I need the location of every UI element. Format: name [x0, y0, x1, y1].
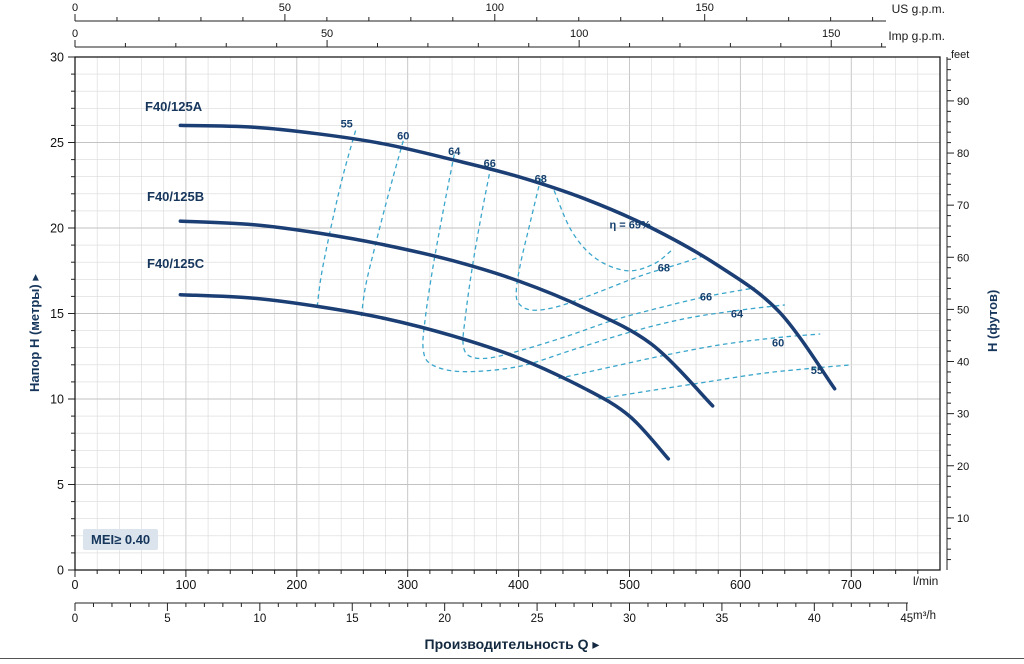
tick-label: 35: [716, 613, 729, 625]
tick-label: 45: [900, 613, 913, 625]
tick-label: 200: [286, 578, 307, 592]
tick-label: 15: [50, 307, 64, 321]
tick-label: 20: [50, 222, 64, 236]
x-axis-title: Производительность Q ▸: [424, 636, 600, 652]
pump-curve-f40-125c: [178, 292, 671, 461]
tick-label: 25: [531, 613, 544, 625]
efficiency-label: 68: [535, 173, 547, 185]
pump-curve-f40-125a: [178, 123, 837, 391]
efficiency-curve-60-right: [558, 333, 821, 380]
plot-border: [74, 56, 941, 571]
tick-label: 30: [957, 409, 969, 421]
grid-layer: [75, 57, 940, 570]
tick-label: 90: [957, 96, 969, 108]
efficiency-label: η = 69%: [610, 220, 651, 232]
tick-label: 600: [730, 578, 751, 592]
tick-label: 15: [346, 613, 359, 625]
y-axis-right-title: H (футов): [985, 289, 1000, 352]
efficiency-curve-55-left: [316, 130, 357, 311]
tick-label: 10: [253, 613, 266, 625]
tick-label: 70: [957, 200, 969, 212]
tick-label: 150: [822, 28, 840, 40]
efficiency-label: 55: [341, 119, 353, 131]
tick-label: 50: [957, 304, 969, 316]
efficiency-curves-layer: [316, 130, 852, 400]
lmin-unit-label: l/min: [913, 574, 939, 588]
tick-label: 20: [957, 461, 969, 473]
tick-label: 700: [841, 578, 862, 592]
efficiency-curve-68-full: [515, 178, 706, 311]
tick-label: 40: [957, 357, 969, 369]
efficiency-label: 66: [484, 158, 496, 170]
efficiency-curve-69-loop: [553, 190, 673, 272]
tick-label: 40: [808, 613, 821, 625]
bottom-border: [0, 658, 1024, 659]
feet-unit-label: feet: [951, 49, 970, 61]
pump-curves-layer: [178, 123, 837, 461]
mei-badge: MEI≥ 0.40: [83, 529, 159, 550]
tick-label: 10: [50, 393, 64, 407]
tick-label: 100: [570, 28, 588, 40]
efficiency-label: 60: [397, 131, 409, 143]
tick-label: 25: [50, 136, 64, 150]
tick-label: 10: [957, 513, 969, 525]
tick-label: 100: [175, 578, 196, 592]
curve-label-f40-125a: F40/125A: [145, 99, 203, 114]
tick-label: 30: [50, 51, 64, 65]
m3h-unit-label: m³/h: [913, 610, 936, 622]
pump-curve-f40-125b: [178, 219, 715, 408]
efficiency-label: 68: [658, 262, 670, 274]
tick-label: 50: [321, 28, 333, 40]
tick-label: 50: [279, 2, 291, 14]
imp-gpm-unit-label: Imp g.p.m.: [888, 29, 945, 43]
curve-label-f40-125c: F40/125C: [147, 256, 205, 271]
tick-label: 0: [72, 578, 79, 592]
tick-label: 0: [72, 2, 78, 14]
tick-label: 150: [696, 2, 714, 14]
efficiency-label: 64: [448, 146, 461, 158]
tick-label: 60: [957, 252, 969, 264]
tick-label: 500: [619, 578, 640, 592]
tick-label: 5: [164, 613, 170, 625]
tick-label: 100: [486, 2, 504, 14]
efficiency-curve-66-full: [462, 166, 755, 360]
curve-label-f40-125b: F40/125B: [147, 189, 205, 204]
efficiency-label: 64: [731, 309, 744, 321]
y-axis-left-title: Напор H (метры) ▸: [27, 274, 42, 392]
tick-label: 0: [57, 564, 64, 578]
tick-label: 20: [438, 613, 451, 625]
efficiency-label: 55: [811, 365, 823, 377]
us-gpm-unit-label: US g.p.m.: [891, 2, 945, 16]
efficiency-label: 66: [700, 291, 712, 303]
efficiency-labels-layer: 55 60 64 66 68 η = 69% 68 66 64 60 55: [341, 119, 823, 377]
efficiency-curve-55-right: [598, 364, 852, 400]
efficiency-curve-60-left: [360, 140, 404, 319]
tick-label: 0: [72, 613, 78, 625]
tick-label: 400: [508, 578, 529, 592]
tick-label: 300: [397, 578, 418, 592]
tick-label: 80: [957, 148, 969, 160]
tick-label: 5: [57, 478, 64, 492]
tick-label: 0: [72, 28, 78, 40]
efficiency-label: 60: [772, 338, 784, 350]
efficiency-curve-64-full: [422, 154, 785, 373]
tick-label: 30: [623, 613, 636, 625]
